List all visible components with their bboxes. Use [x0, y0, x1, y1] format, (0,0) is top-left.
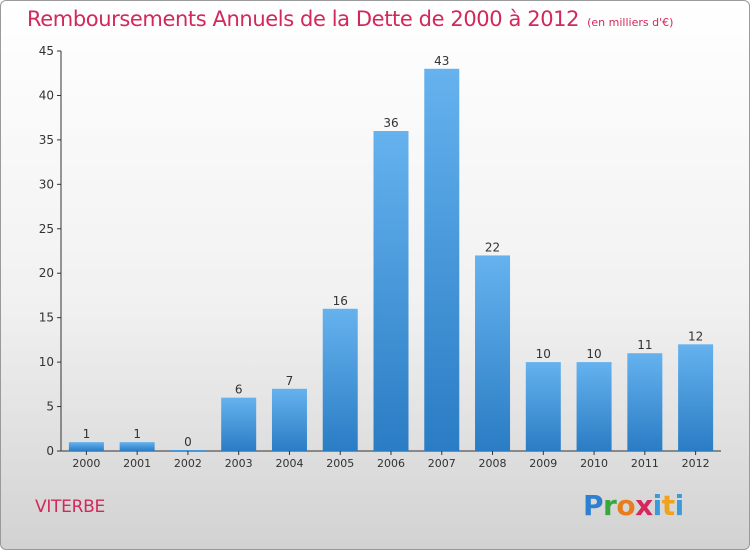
x-tick-label: 2003 [225, 457, 253, 470]
proxiti-logo: Proxiti [583, 489, 684, 522]
x-tick-label: 2008 [479, 457, 507, 470]
bar-value-label: 36 [383, 116, 398, 130]
bar-value-label: 10 [536, 347, 551, 361]
y-tick-label: 5 [46, 400, 54, 414]
bar [221, 397, 257, 451]
chart-title: Remboursements Annuels de la Dette de 20… [27, 7, 673, 31]
bar [271, 388, 307, 451]
x-tick-label: 2009 [529, 457, 557, 470]
bar [322, 308, 358, 451]
y-tick-label: 15 [39, 311, 54, 325]
y-tick-label: 10 [39, 355, 54, 369]
bar [576, 362, 612, 451]
y-tick-label: 45 [39, 44, 54, 58]
bar [373, 131, 409, 451]
y-tick-label: 30 [39, 177, 54, 191]
y-tick-label: 25 [39, 222, 54, 236]
bar-value-label: 11 [637, 338, 652, 352]
bar [678, 344, 714, 451]
bar-value-label: 1 [83, 427, 91, 441]
bar-value-label: 1 [133, 427, 141, 441]
bar-value-label: 12 [688, 329, 703, 343]
bar-value-label: 7 [286, 374, 294, 388]
bar [68, 442, 104, 451]
bar-value-label: 10 [586, 347, 601, 361]
y-tick-label: 40 [39, 88, 54, 102]
bar [170, 450, 206, 451]
x-tick-label: 2001 [123, 457, 151, 470]
x-tick-label: 2007 [428, 457, 456, 470]
bar [424, 68, 460, 452]
x-tick-label: 2010 [580, 457, 608, 470]
y-tick-label: 0 [46, 444, 54, 458]
city-name: VITERBE [35, 497, 105, 517]
x-tick-label: 2005 [326, 457, 354, 470]
x-tick-label: 2004 [275, 457, 303, 470]
bar [627, 353, 663, 451]
bar [475, 255, 511, 451]
bar-value-label: 22 [485, 240, 500, 254]
x-tick-label: 2002 [174, 457, 202, 470]
x-tick-label: 2006 [377, 457, 405, 470]
bar [119, 442, 155, 451]
x-tick-label: 2000 [72, 457, 100, 470]
bar-value-label: 0 [184, 435, 192, 449]
bar-value-label: 43 [434, 54, 449, 68]
x-tick-label: 2011 [631, 457, 659, 470]
y-tick-label: 20 [39, 266, 54, 280]
bar-value-label: 16 [333, 294, 348, 308]
bar [525, 362, 561, 451]
bar-value-label: 6 [235, 383, 243, 397]
x-tick-label: 2012 [682, 457, 710, 470]
y-tick-label: 35 [39, 133, 54, 147]
title-text: Remboursements Annuels de la Dette de 20… [27, 7, 580, 31]
unit-label: (en milliers d'€) [587, 16, 674, 29]
